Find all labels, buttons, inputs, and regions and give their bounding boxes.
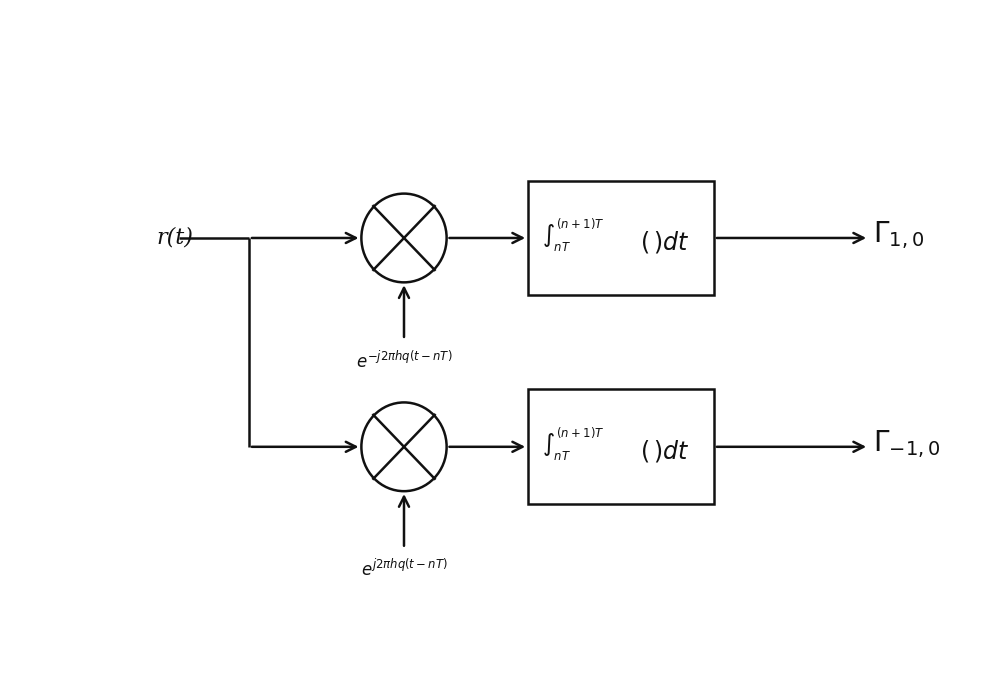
Text: r(t): r(t): [156, 227, 193, 249]
Text: $(\,)dt$: $(\,)dt$: [640, 229, 689, 255]
Text: $\Gamma_{1,0}$: $\Gamma_{1,0}$: [873, 220, 924, 252]
Bar: [528, 180, 714, 296]
Bar: [528, 389, 714, 504]
Text: $e^{-j2\pi hq(t-nT)}$: $e^{-j2\pi hq(t-nT)}$: [356, 351, 452, 372]
Text: $\int_{nT}^{(n+1)T}$: $\int_{nT}^{(n+1)T}$: [542, 426, 604, 463]
Text: $\int_{nT}^{(n+1)T}$: $\int_{nT}^{(n+1)T}$: [542, 217, 604, 254]
Text: $(\,)dt$: $(\,)dt$: [640, 438, 689, 464]
Text: $e^{j2\pi hq(t-nT)}$: $e^{j2\pi hq(t-nT)}$: [361, 559, 447, 580]
Text: $\Gamma_{-1,0}$: $\Gamma_{-1,0}$: [873, 428, 940, 460]
